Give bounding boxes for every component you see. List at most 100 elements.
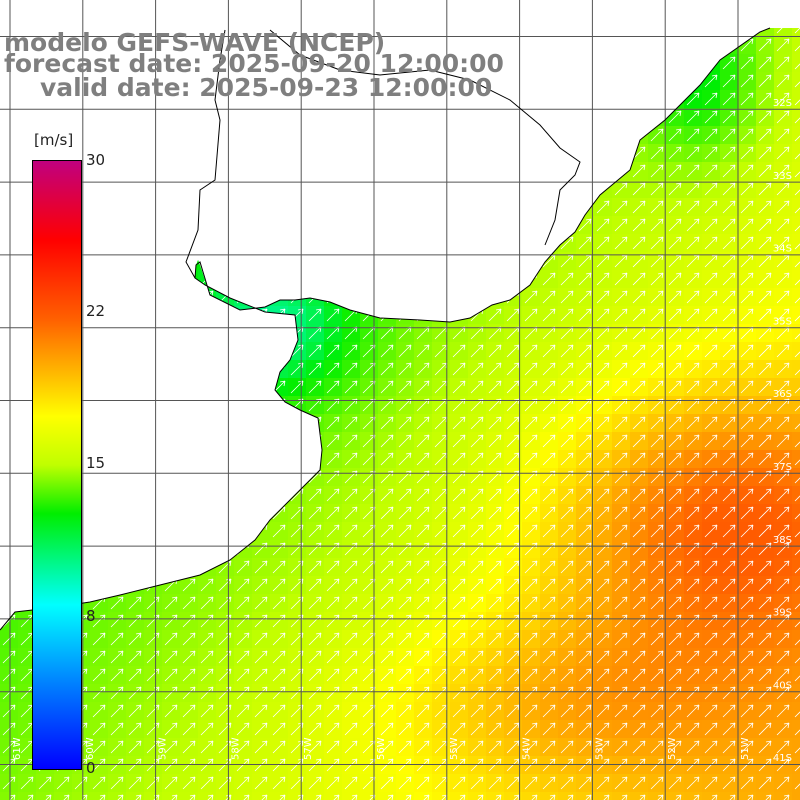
wind-arrow	[560, 632, 574, 646]
wind-arrow	[21, 3, 33, 15]
wind-cell	[342, 378, 361, 397]
wind-cell	[540, 702, 559, 721]
wind-arrow	[452, 128, 466, 142]
wind-arrow	[146, 650, 160, 664]
wind-cell	[792, 756, 800, 775]
wind-arrow	[650, 668, 664, 682]
wind-cell	[612, 306, 631, 325]
wind-cell	[630, 396, 649, 415]
wind-arrow	[146, 560, 160, 574]
wind-cell	[162, 792, 181, 800]
wind-arrow	[182, 686, 196, 700]
wind-cell	[324, 108, 343, 127]
wind-cell	[720, 612, 739, 631]
wind-cell	[432, 720, 451, 739]
wind-cell	[18, 774, 37, 793]
colorbar-tick-30: 30	[86, 151, 106, 169]
wind-cell	[738, 126, 757, 145]
wind-arrow	[146, 794, 160, 800]
wind-arrow	[308, 380, 322, 394]
wind-cell	[360, 612, 379, 631]
wind-arrow	[2, 380, 16, 394]
wind-cell	[252, 558, 271, 577]
wind-cell	[288, 630, 307, 649]
wind-arrow	[560, 452, 574, 466]
wind-arrow	[128, 686, 142, 700]
wind-cell	[108, 450, 127, 469]
wind-arrow	[452, 650, 466, 664]
wind-cell	[666, 450, 685, 469]
wind-arrow	[128, 650, 142, 664]
wind-cell	[738, 270, 757, 289]
wind-cell	[342, 540, 361, 559]
wind-arrow	[470, 506, 484, 520]
wind-arrow	[308, 128, 322, 142]
wind-cell	[666, 684, 685, 703]
wind-cell	[306, 486, 325, 505]
wind-arrow	[362, 128, 376, 142]
wind-cell	[126, 108, 145, 127]
wind-cell	[756, 414, 775, 433]
wind-arrow	[650, 704, 664, 718]
wind-cell	[504, 28, 523, 37]
wind-cell	[792, 720, 800, 739]
wind-arrow	[614, 632, 628, 646]
wind-cell	[738, 216, 757, 235]
wind-arrow	[128, 344, 142, 358]
wind-arrow	[110, 290, 124, 304]
lon-label: 57W	[303, 737, 314, 760]
wind-arrow	[416, 416, 430, 430]
lat-label: 35S	[773, 316, 792, 327]
wind-cell	[594, 774, 613, 793]
wind-arrow	[452, 794, 466, 800]
wind-cell	[432, 666, 451, 685]
wind-arrow	[146, 488, 160, 502]
wind-cell	[738, 576, 757, 595]
wind-cell	[594, 414, 613, 433]
wind-arrow	[380, 704, 394, 718]
wind-arrow	[182, 290, 196, 304]
wind-arrow	[470, 596, 484, 610]
wind-cell	[144, 108, 163, 127]
wind-arrow	[506, 632, 520, 646]
wind-arrow	[722, 290, 736, 304]
wind-arrow	[776, 506, 790, 520]
wind-cell	[288, 288, 307, 307]
wind-arrow	[344, 182, 358, 196]
wind-arrow	[722, 164, 736, 178]
wind-cell	[144, 504, 163, 523]
wind-cell	[234, 684, 253, 703]
wind-cell	[504, 684, 523, 703]
wind-arrow	[614, 182, 628, 196]
wind-arrow	[146, 380, 160, 394]
wind-cell	[738, 198, 757, 217]
wind-arrow	[2, 344, 16, 358]
wind-cell	[432, 648, 451, 667]
wind-cell	[324, 144, 343, 163]
wind-cell	[630, 180, 649, 199]
wind-arrow	[596, 362, 610, 376]
wind-cell	[360, 684, 379, 703]
wind-cell	[432, 792, 451, 800]
wind-arrow	[596, 794, 610, 800]
wind-arrow	[452, 272, 466, 286]
wind-arrow	[506, 560, 520, 574]
wind-arrow	[128, 182, 142, 196]
wind-arrow	[542, 704, 556, 718]
wind-arrow	[506, 254, 520, 268]
wind-cell	[594, 504, 613, 523]
wind-cell	[216, 432, 235, 451]
wind-cell	[738, 684, 757, 703]
wind-cell	[180, 180, 199, 199]
wind-cell	[486, 144, 505, 163]
wind-cell	[108, 540, 127, 559]
wind-cell	[594, 378, 613, 397]
wind-arrow	[308, 308, 322, 322]
wind-arrow	[254, 290, 268, 304]
wind-arrow	[434, 272, 448, 286]
wind-cell	[558, 504, 577, 523]
wind-cell	[144, 468, 163, 487]
wind-arrow	[326, 524, 340, 538]
wind-cell	[342, 162, 361, 181]
wind-cell	[162, 504, 181, 523]
